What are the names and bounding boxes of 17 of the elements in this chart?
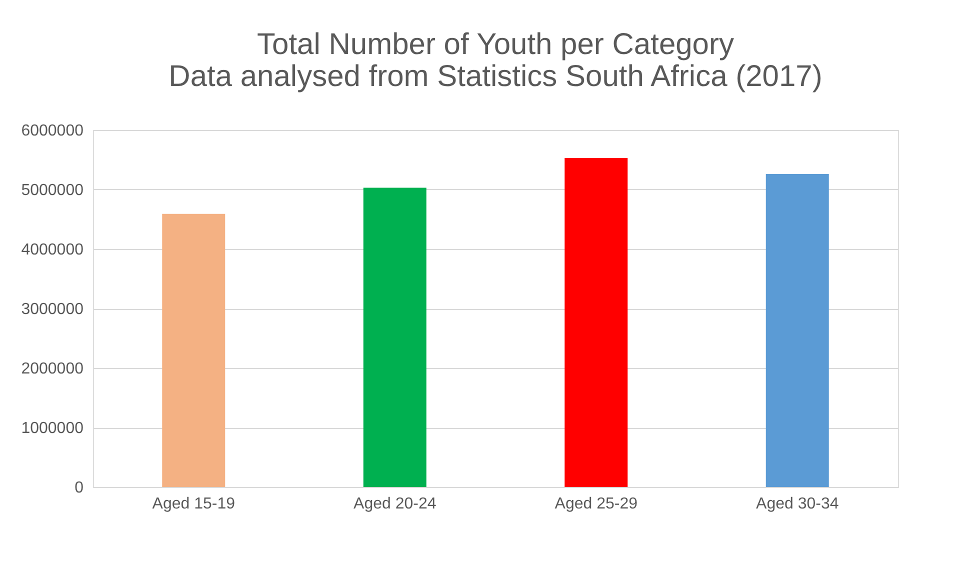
y-tick-label: 3000000: [21, 301, 84, 318]
text: Data analysed from Statistics South Africa (2017): [168, 60, 822, 93]
y-tick-label: 6000000: [21, 122, 84, 140]
y-tick-label: 4000000: [21, 242, 84, 258]
x-tick-label: Aged 15-19: [152, 496, 236, 512]
y-tick-label: 2000000: [21, 360, 84, 378]
y-tick-label: 5000000: [21, 182, 84, 199]
y-tick-label: 1000000: [21, 420, 84, 437]
bar: [564, 158, 628, 487]
x-tick-label: Aged 30-34: [756, 496, 839, 512]
x-tick-label: Aged 20-24: [354, 496, 436, 512]
bar: [162, 214, 226, 487]
text: Total Number of Youth per Category: [257, 28, 734, 61]
y-tick-label: 0: [74, 480, 84, 496]
bar: [766, 174, 829, 487]
x-tick-label: Aged 25-29: [554, 496, 638, 512]
bar: [363, 188, 426, 487]
